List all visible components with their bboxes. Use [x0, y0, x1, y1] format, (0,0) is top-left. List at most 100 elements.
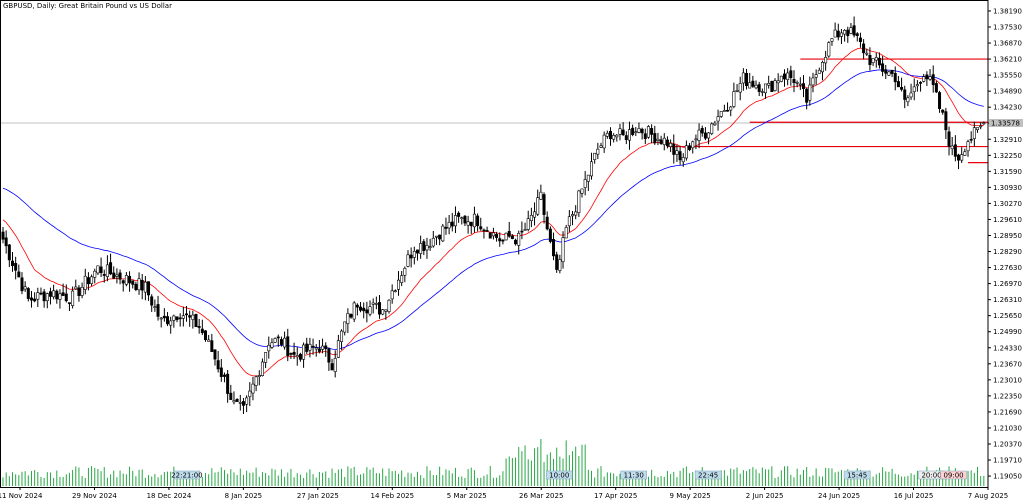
candle [140, 274, 144, 300]
candle [29, 291, 33, 308]
candle [596, 142, 600, 160]
candle [472, 206, 476, 233]
y-tick-label: 1.36210 [993, 56, 1022, 64]
candle [757, 81, 761, 97]
candle [476, 213, 480, 232]
candle [222, 372, 226, 383]
candle [463, 215, 467, 227]
candle [533, 202, 537, 226]
candle [665, 136, 669, 149]
session-marker[interactable] [173, 470, 201, 480]
candle [453, 206, 457, 234]
y-tick-label: 1.27630 [993, 264, 1022, 272]
candle [232, 391, 236, 405]
candle [830, 38, 834, 46]
candle [618, 123, 622, 141]
candle [115, 268, 119, 284]
candle [871, 58, 875, 66]
candle [393, 289, 397, 293]
candle [691, 140, 695, 154]
y-tick-label: 1.28290 [993, 248, 1022, 256]
session-marker[interactable] [620, 470, 647, 480]
current-price-label: 1.33578 [991, 119, 1020, 127]
candle [586, 174, 590, 191]
candle [112, 266, 116, 279]
candle [80, 282, 84, 299]
y-tick-label: 1.30270 [993, 200, 1022, 208]
candle [321, 338, 325, 354]
candle [419, 235, 423, 259]
candle [200, 319, 204, 336]
candle [548, 226, 552, 244]
candle [915, 80, 919, 92]
candle [890, 69, 894, 78]
candle [491, 227, 495, 240]
y-tick-label: 1.29610 [993, 216, 1022, 224]
y-tick-label: 1.26970 [993, 280, 1022, 288]
candle [808, 76, 812, 106]
x-tick-label: 26 Mar 2025 [519, 492, 563, 500]
candle [852, 16, 856, 38]
candle [801, 75, 805, 98]
candle [181, 306, 185, 327]
candle [45, 292, 49, 309]
candle [302, 342, 306, 368]
candle [650, 124, 654, 144]
candle [86, 272, 90, 291]
session-marker-label: 22:21:00 [171, 472, 202, 480]
candle [387, 299, 391, 314]
candle [792, 70, 796, 93]
candle [760, 88, 764, 97]
candle [169, 316, 173, 334]
candle [340, 329, 344, 350]
y-tick-label: 1.31590 [993, 168, 1022, 176]
candle [55, 289, 59, 304]
candle [23, 281, 27, 292]
candle [874, 52, 878, 68]
x-tick-label: 7 Aug 2025 [968, 492, 1008, 500]
candle [637, 122, 641, 134]
session-marker[interactable] [694, 470, 722, 480]
candle [982, 121, 986, 125]
candle [545, 211, 549, 231]
candle [460, 216, 464, 225]
candle [504, 232, 508, 241]
candle [893, 66, 897, 91]
chart-title: GBPUSD, Daily: Great Britain Pound vs US… [3, 2, 172, 10]
candle [824, 50, 828, 71]
candle [156, 295, 160, 321]
candle [10, 251, 14, 272]
session-marker-label: 09:00 [943, 472, 963, 480]
candle [963, 148, 967, 156]
candle [450, 212, 454, 232]
candle [887, 70, 891, 76]
session-marker[interactable] [843, 470, 871, 480]
candle [738, 76, 742, 101]
candle [735, 84, 739, 93]
candle [371, 298, 375, 314]
candle [960, 147, 964, 164]
candle [324, 342, 328, 357]
candle [675, 144, 679, 162]
candle [884, 64, 888, 79]
candle [833, 22, 837, 38]
candle [216, 351, 220, 373]
candle [839, 29, 843, 44]
candle [270, 338, 274, 349]
candle [605, 130, 609, 139]
session-marker[interactable] [940, 470, 967, 480]
y-tick-label: 1.34230 [993, 104, 1022, 112]
candle [957, 153, 961, 170]
session-marker[interactable] [545, 470, 573, 480]
candle [102, 269, 106, 283]
candle [444, 217, 448, 235]
candle [659, 135, 663, 145]
candle [26, 287, 30, 302]
y-tick-label: 1.23670 [993, 360, 1022, 368]
y-tick-label: 1.19710 [993, 457, 1022, 465]
x-tick-label: 8 Jan 2025 [225, 492, 263, 500]
candle [178, 313, 182, 327]
candle [722, 104, 726, 112]
candle [42, 288, 46, 308]
